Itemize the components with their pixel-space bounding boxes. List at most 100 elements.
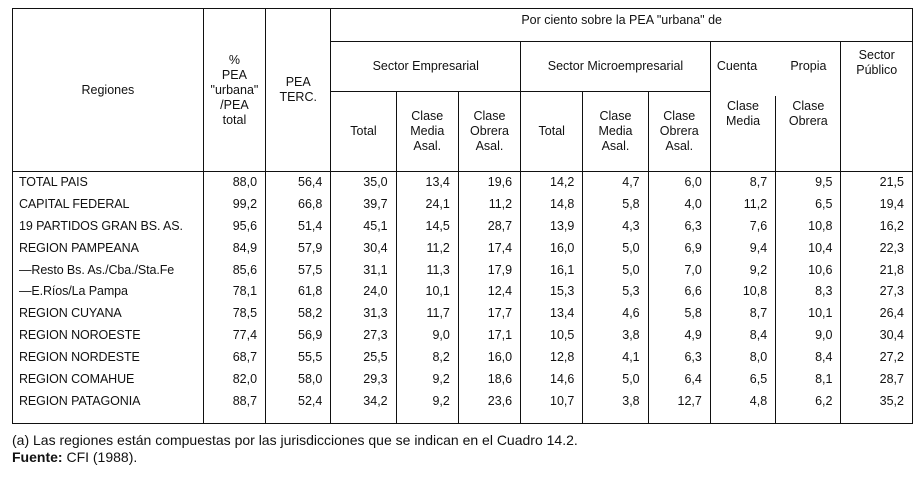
header-cp-spacer [709, 91, 842, 96]
table-cell: 57,5 [298, 262, 323, 277]
table-cell: 8,2 [432, 350, 450, 365]
region-name: REGION NORDESTE [19, 350, 140, 365]
table-cell: 6,3 [684, 350, 702, 365]
table-cell: 6,3 [684, 218, 702, 233]
table-cell: 25,5 [363, 350, 388, 365]
table-cell: 14,2 [550, 175, 575, 189]
table-cell: 4,0 [684, 196, 702, 211]
table-cell: 55,5 [298, 350, 323, 365]
table-cell: 52,4 [298, 393, 323, 408]
table-cell: 12,8 [550, 350, 575, 365]
column-micro-total: 14,2 14,8 13,9 16,0 16,1 15,3 13,4 10,5 12,8 14,6… [520, 171, 584, 424]
table-cell: 6,5 [749, 372, 768, 387]
header-sector-publico: Sector Público [840, 41, 913, 172]
table-cell: 58,2 [298, 306, 323, 321]
data-table-wrapper: Regiones % PEA "urbana" /PEA total PEA T… [12, 8, 913, 424]
table-cell: 29,3 [363, 372, 388, 387]
table-cell: 30,4 [363, 240, 388, 255]
table-cell: 4,8 [749, 393, 768, 408]
table-cell: 35,0 [363, 175, 388, 189]
table-cell: 68,7 [232, 350, 258, 365]
table-cell: 4,6 [622, 306, 640, 321]
table-cell: 10,8 [742, 284, 768, 299]
table-cell: 30,4 [879, 328, 904, 343]
table-cell: 19,4 [879, 196, 904, 211]
column-cp-clase-media: 8,7 11,2 7,6 9,4 9,2 10,8 8,7 8,4 8,0 6,5 4,8 [709, 171, 777, 424]
table-cell: 21,5 [879, 175, 904, 189]
header-emp-clase-obrera-asal: Clase Obrera Asal. [457, 91, 522, 172]
table-cell: 9,2 [432, 393, 450, 408]
table-cell: 16,0 [487, 350, 513, 365]
table-cell: 17,4 [487, 240, 513, 255]
table-cell: 11,2 [488, 196, 513, 211]
header-por-ciento: Por ciento sobre la PEA "urbana" de [330, 8, 913, 42]
table-cell: 16,1 [550, 262, 575, 277]
table-cell: 10,7 [550, 393, 575, 408]
table-cell: 26,4 [879, 306, 904, 321]
table-cell: 28,7 [487, 218, 513, 233]
table-cell: 5,3 [622, 284, 640, 299]
header-regiones: Regiones [12, 8, 204, 172]
region-name: TOTAL PAIS [19, 175, 88, 189]
table-cell: 6,2 [815, 393, 833, 408]
table-cell: 16,2 [879, 218, 904, 233]
table-cell: 84,9 [232, 240, 258, 255]
source-text: CFI (1988). [62, 449, 138, 465]
table-cell: 5,0 [622, 372, 640, 387]
table-cell: 5,8 [622, 196, 640, 211]
table-cell: 17,9 [487, 262, 513, 277]
table-cell: 51,4 [298, 218, 323, 233]
table-cell: 27,3 [879, 284, 904, 299]
table-cell: 8,0 [749, 350, 768, 365]
table-cell: 8,4 [749, 328, 768, 343]
table-cell: 56,9 [298, 328, 323, 343]
table-cell: 9,2 [432, 372, 450, 387]
table-cell: 9,5 [815, 175, 833, 189]
column-micro-clase-media: 4,7 5,8 4,3 5,0 5,0 5,3 4,6 3,8 4,1 5,0 3,8 [582, 171, 649, 424]
header-sector-microempresarial: Sector Microempresarial [520, 41, 711, 92]
column-micro-clase-obrera: 6,0 4,0 6,3 6,9 7,0 6,6 5,8 4,9 6,3 6,4 12,7 [647, 171, 711, 424]
table-cell: 5,0 [622, 240, 640, 255]
table-cell: 27,3 [363, 328, 388, 343]
table-cell: 12,7 [677, 393, 702, 408]
header-cuenta: Cuenta [716, 59, 758, 74]
table-cell: 27,2 [879, 350, 904, 365]
table-cell: 5,8 [684, 306, 702, 321]
region-name: —Resto Bs. As./Cba./Sta.Fe [19, 262, 175, 277]
source-line: Fuente: CFI (1988). [12, 449, 137, 466]
table-cell: 6,4 [684, 372, 702, 387]
table-cell: 13,4 [550, 306, 575, 321]
table-cell: 57,9 [298, 240, 323, 255]
table-cell: 78,5 [232, 306, 258, 321]
table-cell: 34,2 [363, 393, 388, 408]
table-cell: 14,5 [425, 218, 450, 233]
table-cell: 4,3 [622, 218, 640, 233]
column-emp-clase-media: 13,4 24,1 14,5 11,2 11,3 10,1 11,7 9,0 8,2 9,2 9,2 [395, 171, 459, 424]
table-cell: 12,4 [487, 284, 513, 299]
column-regiones: TOTAL PAIS CAPITAL FEDERAL 19 PARTIDOS GRA… [12, 171, 204, 424]
table-cell: 3,8 [622, 328, 640, 343]
column-emp-clase-obrera: 19,6 11,2 28,7 17,4 17,9 12,4 17,7 17,1 16,0 18,6… [457, 171, 522, 424]
table-cell: 14,6 [550, 372, 575, 387]
table-cell: 11,3 [426, 262, 450, 277]
header-pea-terc: PEA TERC. [265, 8, 332, 172]
table-cell: 61,8 [298, 284, 323, 299]
header-micro-clase-media-asal: Clase Media Asal. [582, 91, 649, 172]
table-cell: 17,1 [487, 328, 513, 343]
table-cell: 11,2 [743, 196, 768, 211]
table-cell: 3,8 [622, 393, 640, 408]
table-cell: 8,3 [815, 284, 833, 299]
table-cell: 21,8 [879, 262, 904, 277]
table-cell: 8,4 [815, 350, 833, 365]
table-cell: 8,1 [815, 372, 833, 387]
column-pea-urbana: 88,0 99,2 95,6 84,9 85,6 78,1 78,5 77,4 68,7 82,0… [202, 171, 267, 424]
table-cell: 45,1 [363, 218, 388, 233]
table-cell: 39,7 [363, 196, 388, 211]
table-cell: 19,6 [487, 175, 513, 189]
table-cell: 31,1 [363, 262, 388, 277]
region-name: REGION NOROESTE [19, 328, 141, 343]
table-cell: 5,0 [622, 262, 640, 277]
table-cell: 78,1 [232, 284, 258, 299]
region-name: REGION COMAHUE [19, 372, 135, 387]
table-cell: 13,4 [425, 175, 450, 189]
